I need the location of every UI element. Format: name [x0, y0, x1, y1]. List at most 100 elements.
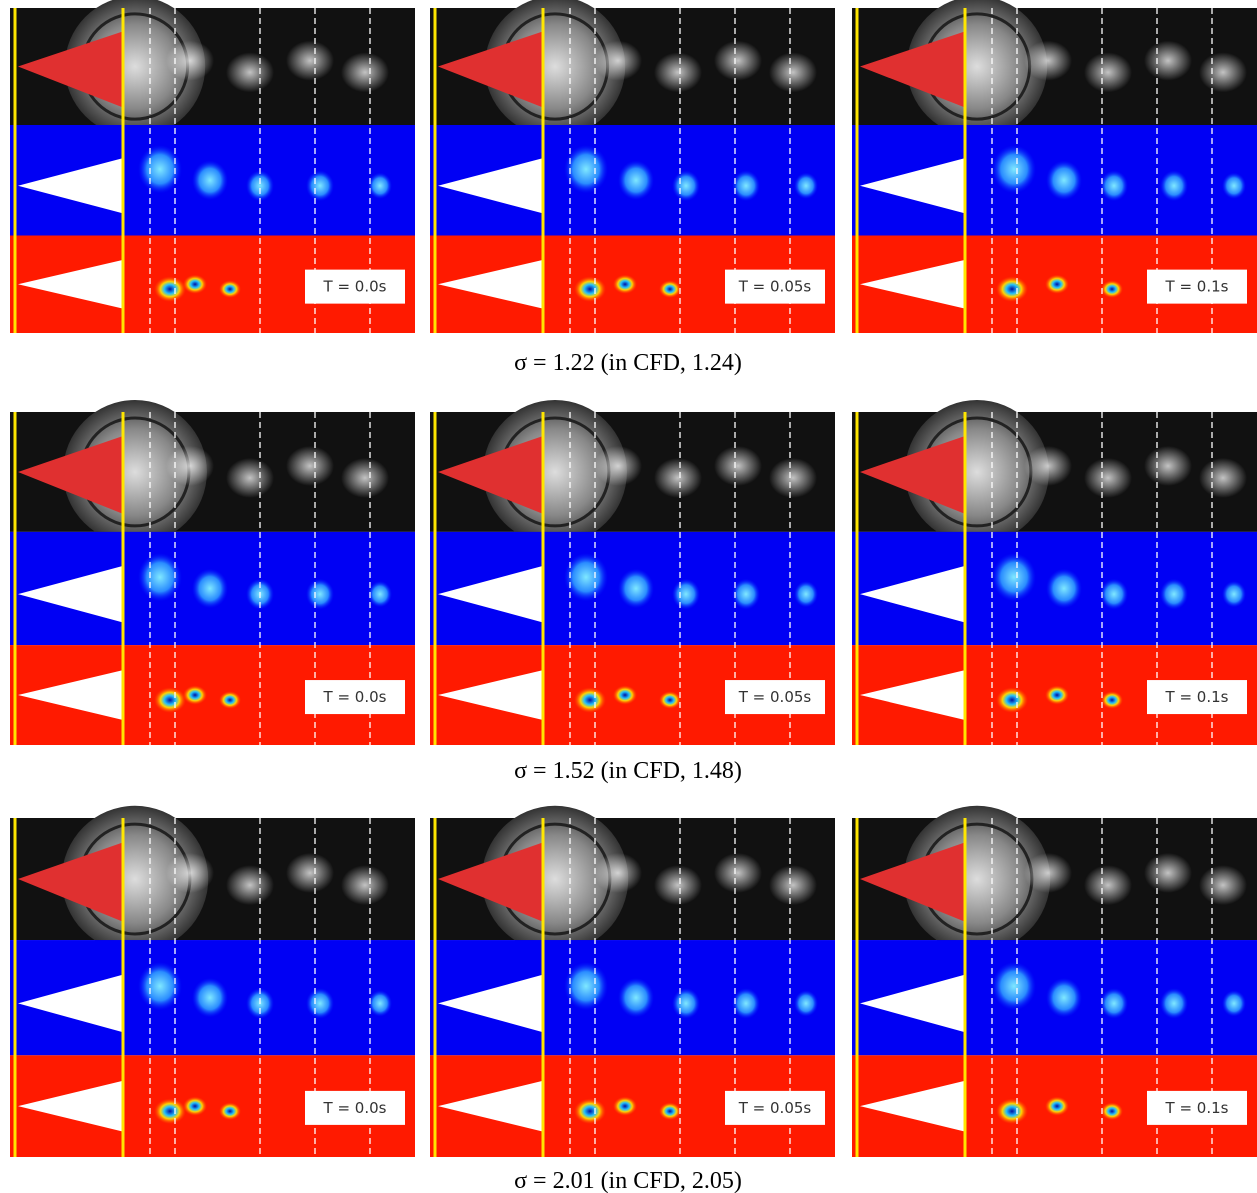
cavity [594, 853, 642, 893]
cavity [714, 853, 762, 893]
cavity [714, 41, 762, 81]
cavity [286, 41, 334, 81]
vortex [1101, 280, 1123, 298]
cavity [594, 41, 642, 81]
vortex [613, 275, 637, 294]
caption: σ = 2.01 (in CFD, 2.05) [514, 1168, 742, 1193]
panel: T = 0.1s [852, 806, 1257, 1157]
vortex [192, 569, 228, 609]
cavity [1084, 458, 1132, 498]
panel: T = 0.1s [852, 400, 1257, 745]
cavity [1024, 41, 1072, 81]
cavity [654, 458, 702, 498]
vortex [368, 990, 392, 1016]
cavity [1144, 41, 1192, 81]
time-label: T = 0.0s [323, 278, 387, 296]
vortex [1101, 691, 1123, 709]
vortex [1160, 579, 1188, 610]
vortex [219, 691, 241, 709]
vortex [1046, 160, 1082, 200]
vortex [613, 685, 637, 704]
cavity [341, 458, 389, 498]
vortex [992, 145, 1036, 193]
time-label: T = 0.05s [738, 1099, 812, 1117]
vortex [1100, 170, 1128, 201]
vortex [732, 579, 760, 610]
vortex [732, 170, 760, 201]
vortex [659, 691, 681, 709]
time-label: T = 0.0s [323, 688, 387, 706]
cavity [654, 52, 702, 92]
cavity [654, 865, 702, 905]
panel: T = 0.0s [10, 0, 415, 333]
vortex [794, 990, 818, 1016]
vortex [794, 173, 818, 199]
vortex [618, 569, 654, 609]
vortex [154, 276, 186, 302]
cavity [341, 52, 389, 92]
cavity [1199, 52, 1247, 92]
panel: T = 0.05s [430, 806, 835, 1157]
cavity [341, 865, 389, 905]
cavity [166, 41, 214, 81]
vortex [618, 978, 654, 1018]
vortex [1100, 579, 1128, 610]
vortex [996, 1098, 1028, 1124]
caption: σ = 1.52 (in CFD, 1.48) [514, 758, 742, 784]
vortex [574, 1098, 606, 1124]
vortex [672, 170, 700, 201]
cavity [1024, 853, 1072, 893]
cavity [1199, 865, 1247, 905]
vortex [1045, 275, 1069, 294]
vortex [1046, 978, 1082, 1018]
page: T = 0.0s T = 0.05s T = 0.1s σ = 1.22 (in CF… [0, 0, 1257, 1193]
time-label: T = 0.0s [323, 1099, 387, 1117]
vortex [794, 581, 818, 607]
cavity [1024, 446, 1072, 486]
caption: σ = 1.22 (in CFD, 1.24) [514, 350, 742, 376]
cavity [166, 446, 214, 486]
vortex [192, 160, 228, 200]
vortex [659, 280, 681, 298]
vortex [1222, 581, 1246, 607]
vortex [306, 988, 334, 1019]
panel: T = 0.05s [430, 0, 835, 333]
cavity [286, 853, 334, 893]
time-label: T = 0.05s [738, 688, 812, 706]
vortex [183, 685, 207, 704]
vortex [574, 687, 606, 713]
vortex [992, 962, 1036, 1010]
vortex [672, 988, 700, 1019]
vortex [1046, 569, 1082, 609]
cavity [1084, 865, 1132, 905]
cavity [1084, 52, 1132, 92]
vortex [219, 280, 241, 298]
vortex [192, 978, 228, 1018]
cavity [1144, 853, 1192, 893]
time-label: T = 0.05s [738, 278, 812, 296]
panel: T = 0.0s [10, 400, 415, 745]
cavity [226, 52, 274, 92]
vortex [1222, 990, 1246, 1016]
vortex [1160, 170, 1188, 201]
cavity [769, 865, 817, 905]
vortex [992, 553, 1036, 601]
cavity [769, 458, 817, 498]
vortex [219, 1102, 241, 1120]
vortex [154, 1098, 186, 1124]
panel: T = 0.0s [10, 806, 415, 1157]
vortex [618, 160, 654, 200]
vortex [1045, 685, 1069, 704]
time-label: T = 0.1s [1165, 1099, 1229, 1117]
vortex [246, 170, 274, 201]
vortex [183, 1097, 207, 1116]
vortex [1160, 988, 1188, 1019]
panel: T = 0.05s [430, 400, 835, 745]
time-label: T = 0.1s [1165, 688, 1229, 706]
vortex [613, 1097, 637, 1116]
panel: T = 0.1s [852, 0, 1257, 333]
vortex [672, 579, 700, 610]
vortex [306, 170, 334, 201]
cavity [1199, 458, 1247, 498]
cavity [166, 853, 214, 893]
